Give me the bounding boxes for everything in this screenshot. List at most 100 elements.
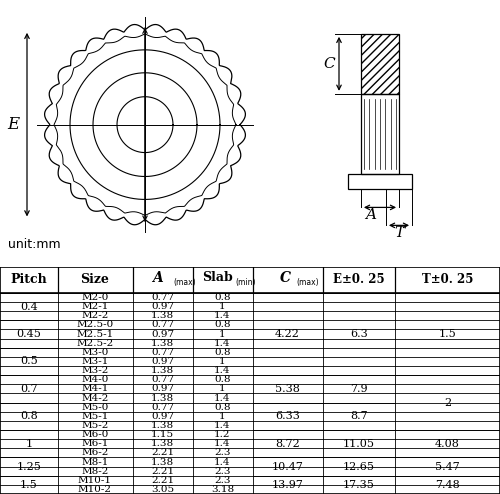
Text: 0.8: 0.8 (214, 321, 231, 329)
Text: unit:mm: unit:mm (8, 238, 60, 251)
Text: 1.2: 1.2 (214, 430, 231, 439)
Text: 3.05: 3.05 (151, 485, 174, 494)
Text: 0.45: 0.45 (16, 329, 41, 339)
Text: 0.7: 0.7 (20, 384, 38, 394)
Text: 1: 1 (219, 302, 226, 311)
Text: 0.8: 0.8 (214, 375, 231, 384)
Text: 2: 2 (444, 398, 451, 408)
Text: M2.5-1: M2.5-1 (76, 329, 114, 338)
Text: M3-2: M3-2 (82, 366, 108, 375)
Text: 1.5: 1.5 (20, 480, 38, 490)
Bar (361, 34, 399, 94)
Text: 4.22: 4.22 (275, 329, 300, 339)
Text: 7.48: 7.48 (435, 480, 460, 490)
Text: 7.9: 7.9 (350, 384, 368, 394)
Text: 17.35: 17.35 (343, 480, 374, 490)
Text: (max): (max) (174, 278, 196, 287)
Text: 1.4: 1.4 (214, 421, 231, 430)
Text: 1.38: 1.38 (151, 311, 174, 320)
Text: 1.4: 1.4 (214, 366, 231, 375)
Text: 6.3: 6.3 (350, 329, 368, 339)
Text: A: A (152, 271, 163, 285)
Text: 0.5: 0.5 (20, 357, 38, 367)
Text: 8.72: 8.72 (275, 439, 300, 449)
Text: 10.47: 10.47 (272, 461, 304, 472)
Text: 0.8: 0.8 (214, 293, 231, 302)
Text: 0.77: 0.77 (151, 375, 174, 384)
Text: M2-2: M2-2 (82, 311, 108, 320)
Text: 3.18: 3.18 (211, 485, 234, 494)
Text: M3-1: M3-1 (82, 357, 108, 366)
Text: 1.38: 1.38 (151, 339, 174, 348)
Text: 0.8: 0.8 (214, 403, 231, 412)
Text: 1.38: 1.38 (151, 457, 174, 466)
Text: 1.4: 1.4 (214, 439, 231, 448)
Text: M4-1: M4-1 (82, 384, 108, 393)
Text: 1: 1 (25, 439, 32, 449)
Text: Pitch: Pitch (10, 273, 47, 287)
Text: M10-1: M10-1 (78, 476, 112, 485)
Text: M3-0: M3-0 (82, 348, 108, 357)
Text: 1: 1 (219, 384, 226, 393)
Text: M6-0: M6-0 (82, 430, 108, 439)
Text: C: C (280, 271, 290, 285)
Text: M6-2: M6-2 (82, 449, 108, 457)
Text: M4-0: M4-0 (82, 375, 108, 384)
Text: M5-2: M5-2 (82, 421, 108, 430)
Bar (348, 173, 412, 190)
Text: T: T (394, 226, 404, 241)
Text: 2.21: 2.21 (151, 476, 174, 485)
Text: C: C (323, 57, 335, 71)
Text: 2.21: 2.21 (151, 449, 174, 457)
Text: M2-0: M2-0 (82, 293, 108, 302)
Text: M5-1: M5-1 (82, 412, 108, 421)
Text: 0.77: 0.77 (151, 348, 174, 357)
Text: 0.97: 0.97 (151, 329, 174, 338)
Text: Size: Size (80, 273, 110, 287)
Text: M4-2: M4-2 (82, 394, 108, 403)
Text: M5-0: M5-0 (82, 403, 108, 412)
Text: Slab: Slab (202, 271, 233, 284)
Text: 2.21: 2.21 (151, 467, 174, 476)
Text: 8.7: 8.7 (350, 412, 368, 421)
Text: 0.8: 0.8 (20, 412, 38, 421)
Text: A: A (365, 208, 376, 222)
Text: 1.38: 1.38 (151, 394, 174, 403)
Text: 11.05: 11.05 (343, 439, 375, 449)
Text: T±0. 25: T±0. 25 (422, 273, 473, 287)
Text: 0.97: 0.97 (151, 384, 174, 393)
Text: 1.5: 1.5 (438, 329, 456, 339)
Text: E±0. 25: E±0. 25 (333, 273, 384, 287)
Text: 4.08: 4.08 (435, 439, 460, 449)
Text: 1.38: 1.38 (151, 421, 174, 430)
Text: 5.38: 5.38 (275, 384, 300, 394)
Text: M6-1: M6-1 (82, 439, 108, 448)
Text: 2.3: 2.3 (214, 476, 231, 485)
Text: 0.77: 0.77 (151, 403, 174, 412)
Text: 0.97: 0.97 (151, 357, 174, 366)
Text: E: E (7, 116, 19, 133)
Text: M2.5-2: M2.5-2 (76, 339, 114, 348)
Text: M8-2: M8-2 (82, 467, 108, 476)
Text: (max): (max) (296, 278, 319, 287)
Text: 1.15: 1.15 (151, 430, 174, 439)
Text: 2.3: 2.3 (214, 449, 231, 457)
Text: 1.4: 1.4 (214, 339, 231, 348)
Text: 0.4: 0.4 (20, 302, 38, 312)
Text: (min): (min) (235, 278, 256, 287)
Text: 1.4: 1.4 (214, 311, 231, 320)
Text: M10-2: M10-2 (78, 485, 112, 494)
Text: 6.33: 6.33 (275, 412, 300, 421)
Text: 0.97: 0.97 (151, 302, 174, 311)
Text: 0.97: 0.97 (151, 412, 174, 421)
Text: 0.77: 0.77 (151, 293, 174, 302)
Text: 1: 1 (219, 329, 226, 338)
Text: 1.4: 1.4 (214, 394, 231, 403)
Text: 1.38: 1.38 (151, 439, 174, 448)
Text: M8-1: M8-1 (82, 457, 108, 466)
Text: 0.8: 0.8 (214, 348, 231, 357)
Text: 5.47: 5.47 (435, 461, 460, 472)
Text: 1: 1 (219, 357, 226, 366)
Text: 1.4: 1.4 (214, 457, 231, 466)
Text: 13.97: 13.97 (272, 480, 304, 490)
